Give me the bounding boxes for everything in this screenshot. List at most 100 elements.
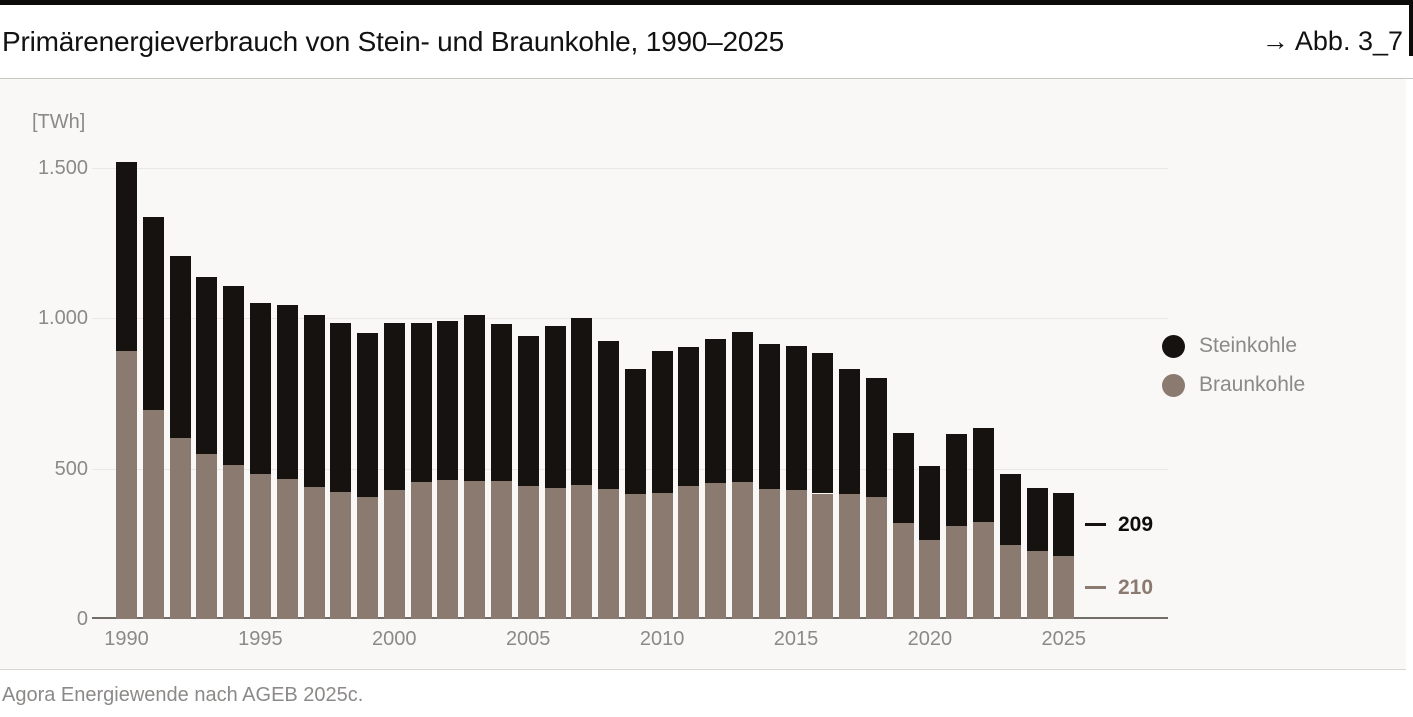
bar-segment-braunkohle: [330, 492, 352, 619]
bar-segment-braunkohle: [973, 522, 994, 619]
bar-segment-braunkohle: [999, 545, 1021, 619]
figure-ref: → Abb. 3_7: [1261, 26, 1403, 56]
y-tick-label: 1.000: [37, 307, 88, 329]
x-tick-label: 2015: [773, 628, 819, 650]
bar-segment-braunkohle: [517, 486, 539, 619]
top-accent-bar: [0, 0, 1413, 5]
bar-segment-steinkohle: [705, 339, 727, 484]
y-tick-label: 500: [54, 458, 88, 480]
bar-segment-braunkohle: [731, 482, 753, 619]
bar-segment-steinkohle: [490, 324, 512, 482]
bar-segment-steinkohle: [571, 318, 593, 485]
bar-segment-braunkohle: [437, 480, 459, 619]
bar-segment-steinkohle: [758, 343, 780, 489]
bar-segment-steinkohle: [169, 256, 191, 439]
bar-segment-steinkohle: [946, 433, 968, 527]
bar-segment-steinkohle: [678, 346, 700, 487]
bar-segment-steinkohle: [116, 161, 137, 352]
x-tick-label: 2020: [907, 628, 953, 650]
gridline: [92, 168, 1168, 169]
legend-label-braunkohle: Braunkohle: [1199, 373, 1306, 396]
bar-segment-braunkohle: [383, 489, 405, 619]
bar-segment-braunkohle: [276, 478, 298, 619]
bar-segment-braunkohle: [410, 481, 432, 619]
corner-accent-bar: [1409, 0, 1413, 56]
bar-segment-braunkohle: [142, 410, 164, 619]
bar-segment-steinkohle: [464, 315, 486, 482]
figure-title: Primärenergieverbrauch von Stein- und Br…: [2, 25, 785, 57]
bar-segment-braunkohle: [839, 494, 861, 619]
bar-segment-braunkohle: [651, 492, 673, 619]
end-label-steinkohle: 209: [1118, 512, 1154, 536]
bar-segment-steinkohle: [437, 321, 459, 481]
bar-segment-braunkohle: [464, 481, 486, 619]
bar-segment-braunkohle: [919, 539, 941, 619]
bar-segment-steinkohle: [303, 315, 325, 487]
bar-segment-steinkohle: [330, 322, 352, 492]
legend-item-steinkohle: Steinkohle: [1162, 334, 1297, 358]
bar-segment-braunkohle: [892, 522, 914, 619]
bar-segment-steinkohle: [410, 322, 432, 482]
y-tick-label: 0: [76, 608, 88, 630]
x-tick-label: 1990: [104, 628, 149, 650]
bar-segment-braunkohle: [196, 453, 218, 619]
end-dash-steinkohle: [1085, 522, 1106, 526]
end-label-braunkohle: 210: [1118, 575, 1154, 599]
bar-segment-braunkohle: [249, 474, 271, 619]
x-tick-label: 1995: [238, 628, 283, 650]
x-tick-label: 2010: [639, 628, 685, 650]
bar-segment-steinkohle: [624, 369, 646, 495]
bar-segment-braunkohle: [705, 483, 727, 619]
bar-segment-braunkohle: [1053, 555, 1075, 619]
bar-segment-steinkohle: [892, 433, 914, 523]
bar-segment-braunkohle: [624, 494, 646, 619]
bar-segment-braunkohle: [223, 464, 245, 619]
bar-segment-braunkohle: [812, 493, 834, 619]
bar-segment-steinkohle: [544, 325, 566, 488]
x-tick-label: 2000: [372, 628, 417, 650]
bar-segment-steinkohle: [196, 276, 218, 454]
gridline: [92, 318, 1168, 319]
bar-segment-steinkohle: [249, 302, 271, 475]
bar-segment-steinkohle: [812, 352, 834, 494]
legend-label-steinkohle: Steinkohle: [1199, 334, 1298, 357]
bar-segment-braunkohle: [785, 490, 807, 619]
bar-segment-braunkohle: [946, 526, 968, 619]
x-tick-label: 2025: [1041, 628, 1087, 650]
bar-segment-steinkohle: [919, 465, 941, 540]
bar-segment-steinkohle: [651, 351, 673, 493]
bar-segment-braunkohle: [598, 489, 619, 619]
bar-segment-braunkohle: [571, 484, 593, 619]
y-axis-unit-label: [TWh]: [32, 111, 86, 133]
bar-segment-steinkohle: [276, 304, 298, 479]
bar-segment-steinkohle: [223, 286, 245, 465]
bar-segment-braunkohle: [678, 486, 700, 619]
bar-segment-braunkohle: [169, 438, 191, 619]
bar-segment-steinkohle: [517, 336, 539, 486]
bar-segment-steinkohle: [598, 340, 619, 489]
header-divider: [0, 78, 1413, 79]
bar-segment-steinkohle: [865, 378, 887, 497]
bar-segment-braunkohle: [116, 351, 137, 619]
y-tick-label: 1.500: [37, 157, 88, 179]
bar-segment-steinkohle: [731, 331, 753, 483]
legend-dot-steinkohle: [1162, 334, 1185, 358]
legend-item-braunkohle: Braunkohle: [1162, 373, 1305, 397]
bar-segment-steinkohle: [1053, 492, 1075, 556]
bar-segment-steinkohle: [357, 333, 378, 497]
end-dash-braunkohle: [1085, 585, 1106, 589]
bar-segment-braunkohle: [490, 481, 512, 619]
bar-segment-braunkohle: [544, 488, 566, 619]
bar-segment-steinkohle: [142, 217, 164, 411]
source-note: Agora Energiewende nach AGEB 2025c.: [2, 684, 364, 706]
figure-header: Primärenergieverbrauch von Stein- und Br…: [0, 5, 1413, 78]
bar-segment-steinkohle: [383, 322, 405, 490]
bar-segment-steinkohle: [839, 369, 861, 495]
bar-segment-braunkohle: [758, 489, 780, 619]
x-tick-label: 2005: [505, 628, 551, 650]
bar-segment-steinkohle: [973, 427, 994, 523]
bar-segment-braunkohle: [865, 496, 887, 619]
bar-segment-braunkohle: [357, 496, 378, 619]
bar-segment-braunkohle: [303, 486, 325, 619]
